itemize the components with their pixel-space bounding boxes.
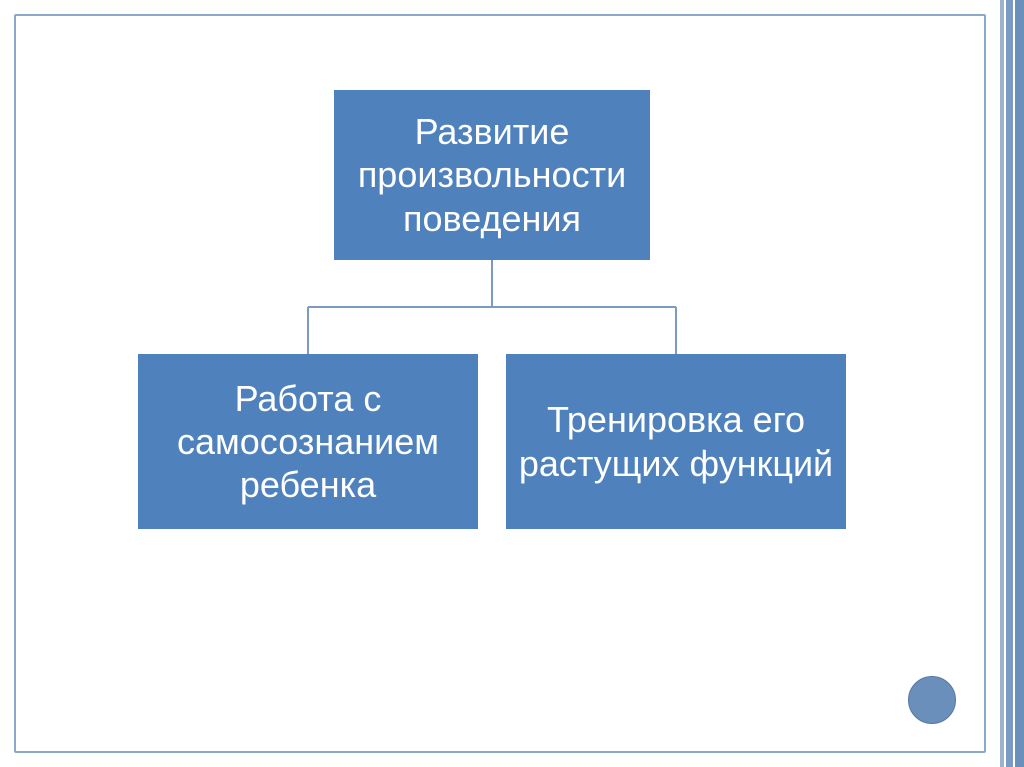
corner-circle-icon (908, 676, 956, 724)
node-left: Работа с самосознанием ребенка (138, 354, 478, 529)
hierarchy-diagram: Развитие произвольности поведения Работа … (0, 0, 1024, 767)
node-root: Развитие произвольности поведения (334, 90, 650, 260)
node-right: Тренировка его растущих функций (506, 354, 846, 529)
